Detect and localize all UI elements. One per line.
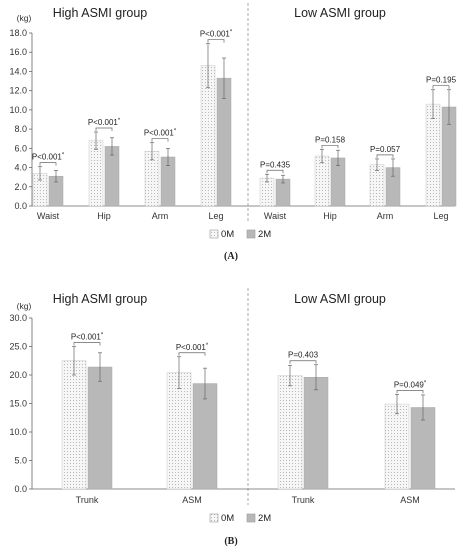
significance-bracket [39,162,57,166]
legend-label: 0M [221,229,234,240]
y-tick-label: 4.0 [14,163,27,173]
significance-bracket [289,360,317,364]
bar-2m [303,377,329,490]
bar-2m [87,366,113,490]
bar-0m [425,103,441,207]
y-tick-label: 20.0 [9,370,27,380]
p-value-label: P<0.001* [88,118,121,127]
y-tick-label: 25.0 [9,342,27,352]
p-value-label: P<0.001* [71,333,104,342]
group-title: High ASMI group [53,6,148,20]
y-axis-unit: (kg) [17,13,32,23]
significance-bracket [396,390,424,394]
x-tick-label: Trunk [292,495,315,505]
x-tick-label: Arm [152,211,169,221]
legend-label: 0M [221,513,234,524]
x-tick-label: Arm [377,211,394,221]
panel-label: (A) [224,251,238,262]
bar-0m [277,375,303,490]
p-value-label: P<0.001* [176,343,209,352]
bar-2m [410,407,436,490]
significance-bracket [95,127,113,131]
significance-bracket [266,169,284,174]
group-title: Low ASMI group [294,292,386,306]
p-value-label: P=0.158 [315,135,346,144]
x-tick-label: ASM [400,495,420,505]
y-tick-label: 18.0 [9,28,27,38]
p-value-label: P<0.001* [144,129,177,138]
legend-swatch-2m [246,513,256,523]
x-tick-label: Hip [323,211,337,221]
y-tick-label: 0.0 [14,201,27,211]
p-value-label: P=0.195 [426,76,457,85]
significance-bracket [376,154,394,158]
y-tick-label: 30.0 [9,313,27,323]
p-value-label: P=0.049* [394,380,427,389]
significance-bracket [73,342,101,346]
bar-0m [61,360,87,490]
x-tick-label: Leg [433,211,448,221]
y-tick-label: 5.0 [14,456,27,466]
y-tick-label: 10.0 [9,427,27,437]
bar-0m [369,164,385,207]
p-value-label: P<0.001* [200,30,233,39]
y-tick-label: 16.0 [9,47,27,57]
legend-label: 2M [258,229,271,240]
p-value-label: P<0.001* [32,153,65,162]
bar-0m [384,403,410,490]
x-tick-label: Waist [37,211,60,221]
group-title: Low ASMI group [294,6,386,20]
bar-0m [88,140,104,207]
y-axis-unit: (kg) [17,301,32,311]
p-value-label: P=0.403 [288,351,319,360]
bar-0m [166,372,192,490]
y-tick-label: 15.0 [9,399,27,409]
bar-0m [314,155,330,207]
x-tick-label: Trunk [76,495,99,505]
p-value-label: P=0.435 [260,160,291,169]
group-title: High ASMI group [53,292,148,306]
significance-bracket [178,352,206,356]
significance-bracket [151,138,169,142]
chart-panel-a: 0.0 2.0 4.0 6.0 8.0 10.0 12.0 14.0 16.0 18.0 (kg) H… [9,3,457,262]
x-tick-label: ASM [182,495,202,505]
chart-panel-b: 0.0 5.0 10.0 15.0 20.0 25.0 30.0 (kg) High ASMI … [9,288,455,547]
p-value-label: P=0.057 [370,145,401,154]
x-tick-label: Leg [208,211,223,221]
x-tick-label: Hip [97,211,111,221]
legend-swatch-0m [209,229,219,239]
y-tick-label: 12.0 [9,86,27,96]
y-tick-label: 10.0 [9,105,27,115]
x-tick-label: Waist [264,211,287,221]
bar-2m [192,383,218,490]
y-tick-label: 14.0 [9,66,27,76]
legend-swatch-2m [246,229,256,239]
legend-label: 2M [258,513,271,524]
y-tick-label: 6.0 [14,143,27,153]
y-tick-label: 0.0 [14,484,27,494]
y-tick-label: 8.0 [14,124,27,134]
significance-bracket [432,85,450,89]
legend-swatch-0m [209,513,219,523]
significance-bracket [207,39,225,43]
panel-label: (B) [224,536,237,547]
significance-bracket [321,144,339,149]
y-tick-label: 2.0 [14,182,27,192]
